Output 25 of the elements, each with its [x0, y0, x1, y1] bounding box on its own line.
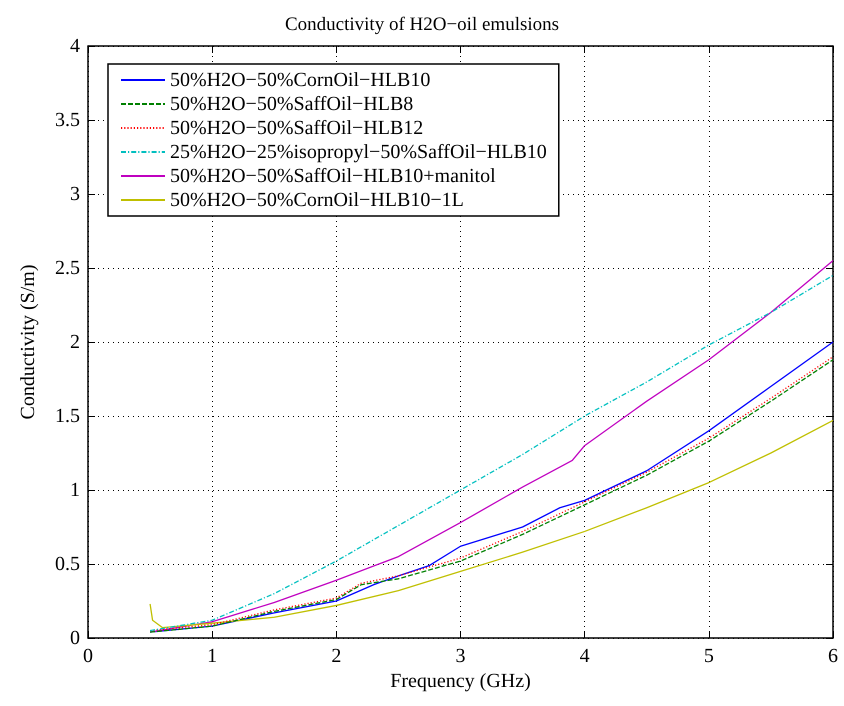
y-tick-label: 2	[70, 331, 80, 353]
chart-title: Conductivity of H2O−oil emulsions	[284, 14, 560, 35]
legend-label: 25%H2O−25%isopropyl−50%SaffOil−HLB10	[170, 141, 547, 163]
y-axis-title: Conductivity (S/m)	[17, 264, 39, 420]
y-tick-label: 1	[70, 479, 80, 501]
legend-label: 50%H2O−50%CornOil−HLB10−1L	[170, 189, 464, 211]
y-tick-label: 3.5	[55, 109, 80, 131]
x-tick-label: 1	[207, 645, 218, 667]
x-axis-title: Frequency (GHz)	[390, 670, 531, 692]
legend-label: 50%H2O−50%CornOil−HLB10	[170, 69, 430, 91]
y-tick-label: 2.5	[55, 257, 80, 279]
y-tick-label: 0.5	[55, 553, 80, 575]
legend-label: 50%H2O−50%SaffOil−HLB12	[170, 117, 424, 139]
x-tick-label: 2	[331, 645, 342, 667]
y-tick-label: 1.5	[55, 405, 80, 427]
x-tick-label: 6	[828, 645, 838, 667]
x-tick-label: 5	[704, 645, 714, 667]
legend-label: 50%H2O−50%SaffOil−HLB10+manitol	[170, 165, 496, 187]
legend-label: 50%H2O−50%SaffOil−HLB8	[170, 93, 414, 115]
y-tick-label: 3	[70, 183, 80, 205]
x-tick-label: 4	[580, 645, 590, 667]
y-tick-label: 0	[70, 627, 80, 649]
x-tick-label: 3	[456, 645, 466, 667]
y-tick-label: 4	[70, 35, 80, 57]
line-series	[149, 420, 834, 628]
